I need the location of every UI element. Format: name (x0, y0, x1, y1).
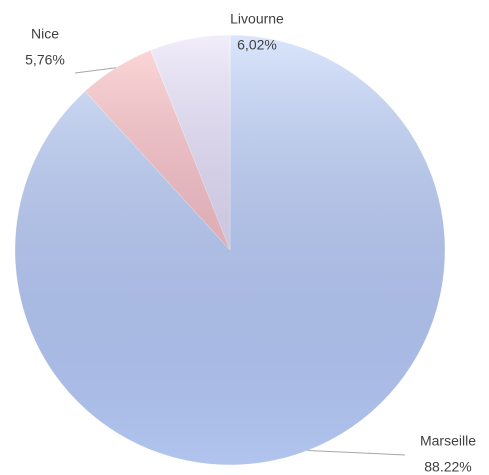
value-label: 6,02% (237, 37, 277, 53)
value-label: 88.22% (424, 459, 471, 475)
leader-line (74, 67, 117, 74)
value-label: 5,76% (25, 52, 65, 68)
leader-line (307, 449, 406, 456)
category-label: Nice (31, 26, 59, 42)
category-label: Marseille (420, 433, 476, 449)
category-label: Livourne (230, 11, 284, 27)
labels: Marseille 88.22% Nice 5,76% Livourne 6,02% (25, 11, 476, 475)
slices (14, 34, 446, 466)
